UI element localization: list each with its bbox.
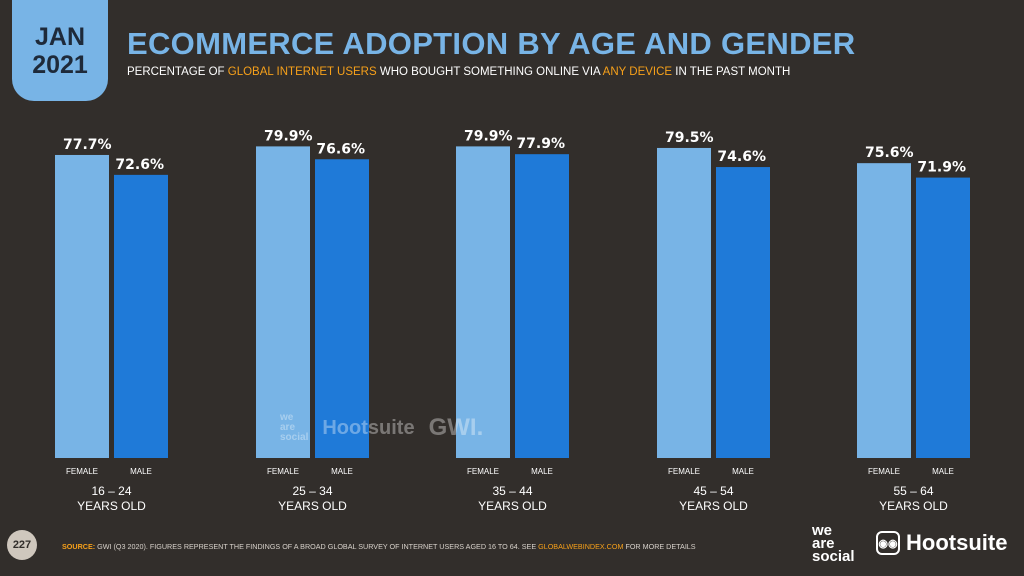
source-text: GWI (Q3 2020). FIGURES REPRESENT THE FIN… xyxy=(95,542,539,551)
bar-female xyxy=(256,146,310,458)
watermark-hootsuite: Hootsuite xyxy=(322,416,415,439)
page-subtitle: PERCENTAGE OF GLOBAL INTERNET USERS WHO … xyxy=(127,66,790,78)
subtitle-part: WHO BOUGHT SOMETHING ONLINE VIA xyxy=(376,66,603,78)
series-label: FEMALE xyxy=(868,467,900,476)
data-label: 77.7% xyxy=(63,137,112,153)
hootsuite-wordmark: Hootsuite xyxy=(906,530,1008,555)
date-month: JAN xyxy=(34,22,85,51)
bar-female xyxy=(857,163,911,458)
series-label: MALE xyxy=(732,467,754,476)
date-badge: JAN 2021 xyxy=(12,0,108,101)
source-label: SOURCE: xyxy=(62,542,96,551)
series-label: MALE xyxy=(932,467,954,476)
watermark-was-line: are xyxy=(280,422,296,433)
category-label: YEARS OLD xyxy=(679,499,748,513)
watermark-was-line: we xyxy=(280,412,294,423)
hootsuite-logo: ◉◉ Hootsuite xyxy=(876,530,1007,556)
bar-female xyxy=(456,146,510,458)
bar-male xyxy=(716,167,770,458)
category-label: YEARS OLD xyxy=(879,499,948,513)
watermark: we are social Hootsuite GWI. xyxy=(280,410,483,446)
data-label: 72.6% xyxy=(115,157,164,173)
watermark-gwi: GWI. xyxy=(428,414,484,441)
subtitle-highlight: GLOBAL INTERNET USERS xyxy=(227,66,377,78)
category-label: 25 – 34 xyxy=(292,484,332,498)
series-label: MALE xyxy=(531,467,553,476)
bar-male xyxy=(114,174,168,459)
date-year: 2021 xyxy=(32,50,88,79)
data-label: 79.5% xyxy=(665,130,714,146)
bar-male xyxy=(515,154,569,458)
data-label: 71.9% xyxy=(917,160,966,176)
source-link[interactable]: GLOBALWEBINDEX.COM xyxy=(538,542,624,551)
bar-female xyxy=(55,154,109,458)
series-label: FEMALE xyxy=(66,467,98,476)
category-label: 45 – 54 xyxy=(693,484,733,498)
series-label: FEMALE xyxy=(267,467,299,476)
data-label: 74.6% xyxy=(717,149,766,165)
watermark-we-are-social: we are social xyxy=(280,413,308,443)
category-label: YEARS OLD xyxy=(278,499,347,513)
page-title: ECOMMERCE ADOPTION BY AGE AND GENDER xyxy=(127,26,856,61)
data-label: 77.9% xyxy=(516,136,565,152)
page-number: 227 xyxy=(7,530,37,560)
data-label: 76.6% xyxy=(316,141,365,157)
logo-was-line: are xyxy=(812,535,835,552)
series-label: MALE xyxy=(331,467,353,476)
bar-male xyxy=(916,177,970,458)
category-label: 16 – 24 xyxy=(91,484,131,498)
source-note: SOURCE: GWI (Q3 2020). FIGURES REPRESENT… xyxy=(62,542,696,551)
logo-was-line: social xyxy=(812,548,855,565)
watermark-was-line: social xyxy=(280,432,309,443)
subtitle-highlight: ANY DEVICE xyxy=(602,66,673,78)
subtitle-part: PERCENTAGE OF xyxy=(127,66,228,78)
category-label: YEARS OLD xyxy=(77,499,146,513)
category-label: 55 – 64 xyxy=(893,484,933,498)
we-are-social-logo: we are social xyxy=(812,522,855,565)
owl-icon: ◉◉ xyxy=(876,531,900,555)
category-label: 35 – 44 xyxy=(492,484,532,498)
bar-male xyxy=(315,159,369,458)
data-label: 75.6% xyxy=(865,145,914,161)
source-end: FOR MORE DETAILS xyxy=(623,542,696,551)
series-label: FEMALE xyxy=(668,467,700,476)
logo-was-line: we xyxy=(812,522,833,539)
bar-female xyxy=(657,147,711,458)
series-label: MALE xyxy=(130,467,152,476)
data-label: 79.9% xyxy=(264,128,313,144)
data-label: 79.9% xyxy=(464,128,513,144)
category-label: YEARS OLD xyxy=(478,499,547,513)
subtitle-part: IN THE PAST MONTH xyxy=(672,66,791,78)
series-label: FEMALE xyxy=(467,467,499,476)
